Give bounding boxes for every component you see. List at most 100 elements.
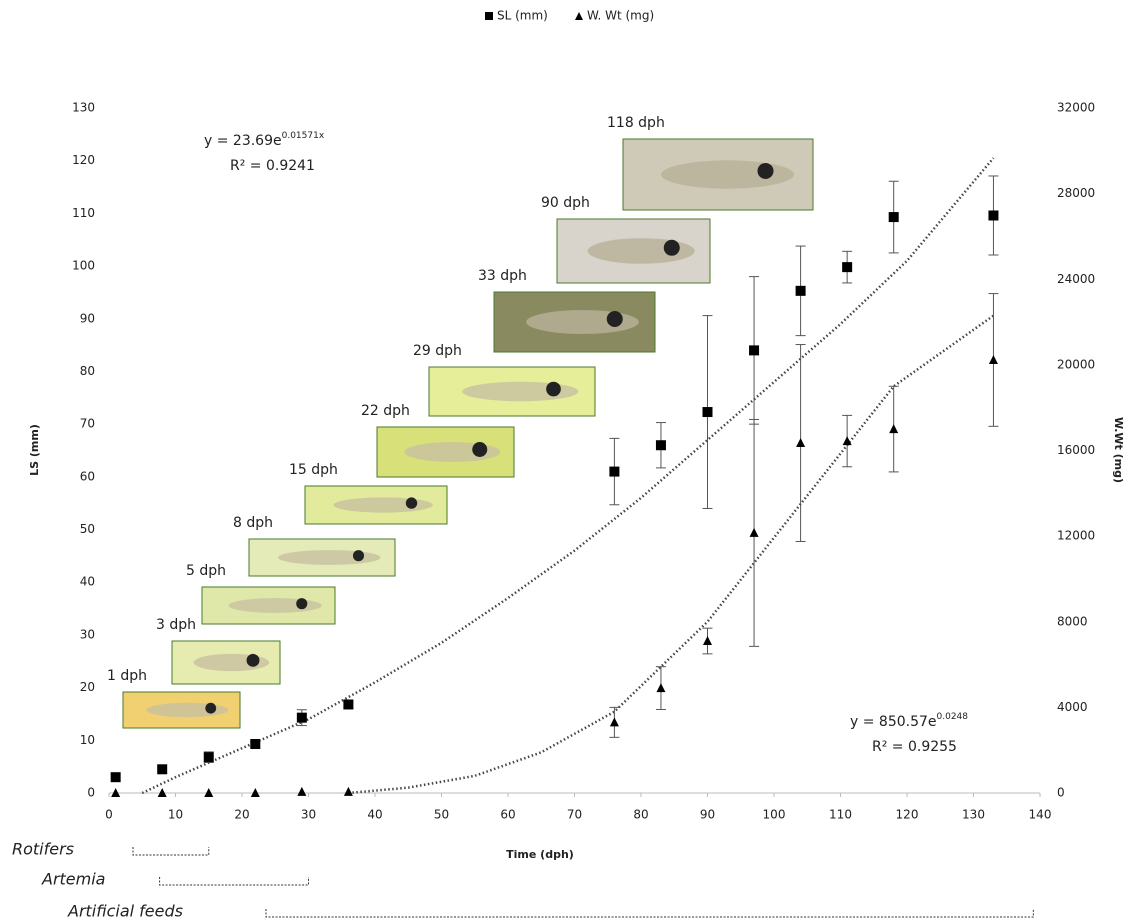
point — [157, 764, 167, 774]
point — [656, 683, 665, 692]
point — [989, 355, 998, 364]
point — [749, 345, 759, 355]
y-tick-label: 90 — [80, 311, 95, 325]
photo-label: 33 dph — [478, 268, 527, 284]
x-tick-label: 120 — [896, 808, 919, 822]
y2-tick-label: 4000 — [1057, 700, 1088, 714]
y2-tick-label: 16000 — [1057, 443, 1095, 457]
point — [656, 440, 666, 450]
y2-axis-title: W.Wt (mg) — [1112, 417, 1125, 483]
fish-eye — [353, 550, 364, 561]
legend-marker — [575, 12, 583, 20]
y-tick-label: 100 — [72, 259, 95, 273]
point — [204, 752, 214, 762]
y2-tick-label: 12000 — [1057, 529, 1095, 543]
equation: y = 23.69e0.01571x — [204, 131, 325, 150]
y2-tick-label: 32000 — [1057, 101, 1095, 115]
x-tick-label: 140 — [1029, 808, 1052, 822]
point — [988, 210, 998, 220]
point — [297, 713, 307, 723]
point — [796, 286, 806, 296]
y-tick-label: 70 — [80, 417, 95, 431]
point — [889, 212, 899, 222]
equation-base: y = 850.57e — [850, 714, 937, 730]
point — [750, 528, 759, 537]
feed-label: Artemia — [41, 870, 105, 889]
fish-eye — [205, 703, 216, 714]
y2-tick-label: 24000 — [1057, 272, 1095, 286]
fish-eye — [472, 442, 487, 457]
x-tick-label: 10 — [168, 808, 183, 822]
y-tick-label: 40 — [80, 575, 95, 589]
x-tick-label: 100 — [763, 808, 786, 822]
point — [297, 787, 306, 796]
y-tick-label: 130 — [72, 101, 95, 115]
x-tick-label: 80 — [633, 808, 648, 822]
x-tick-label: 70 — [567, 808, 582, 822]
photo-label: 118 dph — [607, 115, 665, 131]
fish — [333, 497, 432, 512]
fish-eye — [758, 163, 774, 179]
point — [889, 424, 898, 433]
y-tick-label: 30 — [80, 627, 95, 641]
equation-base: y = 23.69e — [204, 133, 282, 149]
feed-bracket — [133, 847, 209, 855]
point — [250, 739, 260, 749]
photo-label: 90 dph — [541, 195, 590, 211]
point — [842, 262, 852, 272]
y-tick-label: 110 — [72, 206, 95, 220]
feed-label: Rotifers — [12, 840, 74, 859]
y-tick-label: 0 — [87, 786, 95, 800]
r-squared: R² = 0.9241 — [230, 158, 315, 174]
fish-eye — [664, 240, 680, 256]
fish — [661, 160, 794, 188]
equation-exponent: 0.0248 — [937, 712, 969, 722]
y-tick-label: 120 — [72, 153, 95, 167]
x-tick-label: 0 — [105, 808, 113, 822]
point — [609, 467, 619, 477]
y-tick-label: 20 — [80, 680, 95, 694]
point — [610, 717, 619, 726]
x-tick-label: 130 — [962, 808, 985, 822]
fish-eye — [296, 598, 307, 609]
y2-tick-label: 8000 — [1057, 614, 1088, 628]
feed-label: Artificial feeds — [67, 902, 183, 921]
r-squared: R² = 0.9255 — [872, 739, 957, 755]
fish-eye — [247, 654, 260, 667]
point — [796, 438, 805, 447]
legend-label: W. Wt (mg) — [587, 9, 654, 23]
legend-label: SL (mm) — [497, 9, 548, 23]
photo-label: 8 dph — [233, 515, 273, 531]
y-tick-label: 10 — [80, 733, 95, 747]
photo-label: 3 dph — [156, 617, 196, 633]
feed-bracket — [266, 909, 1033, 917]
photo-label: 1 dph — [107, 668, 147, 684]
equation-exponent: 0.01571x — [282, 131, 325, 141]
point — [344, 787, 353, 796]
chart: Time (dph) LS (mm) W.Wt (mg) 0 10 20 30 40 50… — [0, 0, 1131, 923]
y-axis-title: LS (mm) — [28, 424, 41, 476]
fish-eye — [546, 382, 561, 397]
x-tick-label: 60 — [500, 808, 515, 822]
fish — [146, 703, 228, 717]
point — [111, 772, 121, 782]
fish — [462, 382, 578, 402]
photo-label: 22 dph — [361, 403, 410, 419]
x-tick-label: 50 — [434, 808, 449, 822]
y2-tick-label: 28000 — [1057, 186, 1095, 200]
y2-tick-label: 20000 — [1057, 357, 1095, 371]
y-tick-label: 80 — [80, 364, 95, 378]
x-axis-title: Time (dph) — [506, 848, 574, 861]
x-tick-label: 30 — [301, 808, 316, 822]
photo-label: 29 dph — [413, 343, 462, 359]
y-tick-label: 50 — [80, 522, 95, 536]
point — [343, 699, 353, 709]
y-tick-label: 60 — [80, 469, 95, 483]
equation: y = 850.57e0.0248 — [850, 712, 968, 731]
x-tick-label: 20 — [234, 808, 249, 822]
feed-bracket — [160, 877, 309, 885]
point — [843, 436, 852, 445]
x-tick-label: 110 — [829, 808, 852, 822]
fish-eye — [406, 497, 417, 508]
point — [703, 407, 713, 417]
